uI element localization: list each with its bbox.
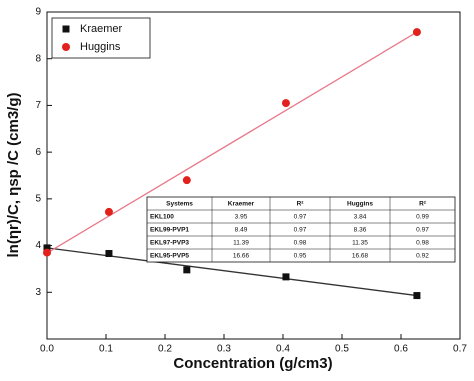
point [282, 273, 290, 281]
y-tick-label: 4 [35, 240, 41, 251]
x-tick-label: 0.7 [453, 344, 467, 355]
table-cell: EKL99-PVP1 [150, 227, 189, 234]
table-box [146, 196, 456, 263]
table-cell: 11.39 [233, 240, 249, 247]
x-tick-label: 0.4 [276, 344, 290, 355]
table-cell: EKL100 [150, 214, 174, 221]
point [183, 266, 191, 274]
table-cell: 0.92 [416, 253, 429, 260]
legend-text: Huggins [80, 41, 121, 53]
x-tick-label: 0.0 [40, 344, 54, 355]
y-tick-label: 9 [35, 7, 41, 18]
legend-box [51, 17, 151, 59]
table-cell: 0.97 [294, 214, 307, 221]
y-tick-label: 5 [35, 193, 41, 204]
plot-frame [46, 11, 461, 340]
y-axis-label: ln(ηr)/C, ηsp /C (cm3/g) [5, 92, 22, 257]
table-cell: 0.99 [416, 214, 429, 221]
x-tick-label: 0.1 [99, 344, 113, 355]
table-cell: EKL95-PVP5 [150, 253, 189, 260]
table-header: R² [297, 201, 305, 208]
y-tick-label: 7 [35, 100, 41, 111]
legend-text: Kraemer [80, 23, 123, 35]
table-cell: 11.35 [352, 240, 368, 247]
table-cell: 8.49 [235, 227, 248, 234]
x-tick-label: 0.2 [158, 344, 172, 355]
table-cell: 0.98 [416, 240, 429, 247]
table-header: Systems [166, 201, 193, 208]
y-tick-label: 3 [35, 287, 41, 298]
x-tick-label: 0.5 [335, 344, 349, 355]
table-cell: 3.84 [354, 214, 367, 221]
table-cell: 8.36 [354, 227, 367, 234]
point [43, 244, 51, 252]
point [104, 207, 113, 216]
table-header: R² [419, 201, 427, 208]
x-tick-label: 0.3 [217, 344, 231, 355]
table-cell: 16.66 [233, 253, 250, 260]
table-header: Kraemer [228, 201, 255, 208]
point [182, 176, 191, 185]
table-header: Huggins [347, 201, 373, 208]
point [105, 250, 113, 258]
point [413, 292, 421, 300]
table-cell: 0.97 [416, 227, 429, 234]
table-cell: 0.97 [294, 227, 307, 234]
point [412, 28, 421, 37]
point [43, 248, 51, 257]
table-cell: 16.68 [352, 253, 369, 260]
legend-marker [62, 43, 70, 51]
table-cell: 0.98 [294, 240, 307, 247]
y-tick-label: 6 [35, 147, 41, 158]
fit-line [46, 31, 418, 254]
x-tick-label: 0.6 [394, 344, 408, 355]
y-tick-label: 8 [35, 53, 41, 64]
legend-marker [62, 25, 70, 33]
table-cell: 3.95 [235, 214, 248, 221]
table-cell: 0.95 [294, 253, 307, 260]
point [281, 99, 290, 108]
x-axis-label: Concentration (g/cm3) [173, 355, 332, 372]
table-cell: EKL97-PVP3 [150, 240, 189, 247]
